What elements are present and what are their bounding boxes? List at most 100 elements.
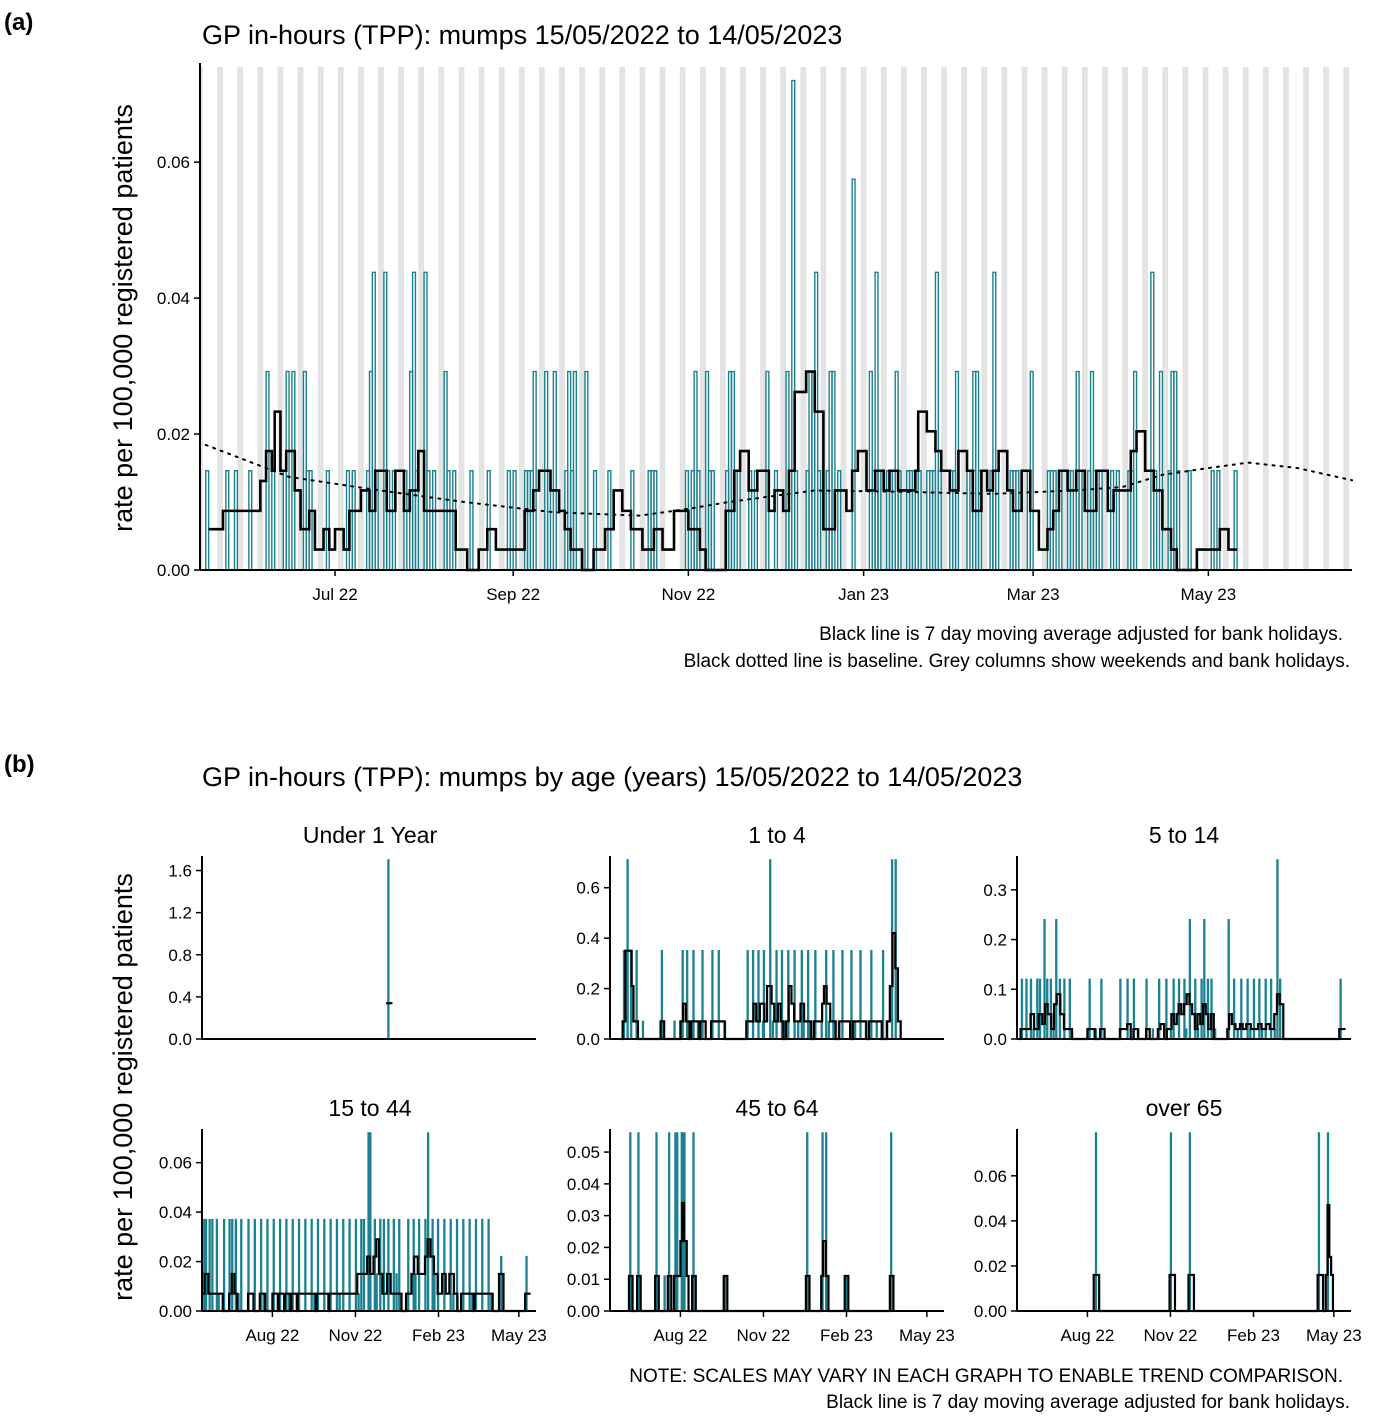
facet-daily-spike xyxy=(660,950,664,1039)
chart-a-daily-spike xyxy=(486,470,491,570)
facet-daily-spike xyxy=(1165,978,1168,1039)
facet-daily-spike xyxy=(1025,978,1028,1039)
chart-a-weekend-column xyxy=(1061,67,1065,570)
facet-daily-spike xyxy=(1236,1028,1239,1039)
chart-b-note-1: NOTE: SCALES MAY VARY IN EACH GRAPH TO E… xyxy=(629,1366,1343,1387)
facet-y-tick-label: 0.04 xyxy=(159,1203,192,1222)
facet-daily-spike xyxy=(1172,978,1175,1039)
facet-x-tick-label: May 23 xyxy=(899,1326,955,1345)
chart-a-daily-spike xyxy=(874,271,879,570)
facet-daily-spike xyxy=(806,1132,809,1311)
facet-daily-spike xyxy=(354,1218,358,1311)
chart-a-weekend-column xyxy=(1165,67,1169,570)
chart-a-daily-spike xyxy=(816,470,822,570)
chart-a-weekend-column xyxy=(1122,67,1126,570)
facet-daily-spike xyxy=(806,950,810,1039)
facet-strip-label: 15 to 44 xyxy=(328,1095,411,1121)
facet-y-tick-label: 0.02 xyxy=(567,1238,600,1257)
chart-a-daily-spike xyxy=(814,271,819,570)
facet-daily-spike xyxy=(1132,978,1136,1039)
facet-daily-spike xyxy=(1126,978,1129,1039)
chart-a-weekend-column xyxy=(763,67,766,570)
facet-daily-spike xyxy=(841,950,844,1039)
chart-a-daily-spike xyxy=(225,470,230,570)
facet-daily-spike xyxy=(797,1020,800,1039)
facet-daily-spike xyxy=(1232,978,1236,1039)
chart-a-weekend-column xyxy=(1145,67,1149,570)
chart-a-daily-spike xyxy=(791,79,796,570)
chart-a-daily-spike xyxy=(271,470,276,570)
facet-daily-spike xyxy=(850,950,853,1039)
facet-daily-spike xyxy=(1100,978,1103,1039)
chart-a-weekend-column xyxy=(438,67,442,570)
facet-daily-spike xyxy=(443,1218,446,1311)
chart-b-note-2: Black line is 7 day moving average adjus… xyxy=(826,1392,1350,1413)
chart-a-weekend-column xyxy=(921,67,924,570)
facet-daily-spike xyxy=(1088,978,1091,1039)
chart-a-weekend-column xyxy=(740,67,743,570)
facet-daily-spike xyxy=(629,1132,632,1311)
facet-y-tick-label: 0.05 xyxy=(567,1143,600,1162)
facet-x-tick-label: Aug 22 xyxy=(245,1326,299,1345)
chart-a-daily-spike xyxy=(1012,470,1017,570)
facet-daily-spike xyxy=(1020,978,1024,1039)
facet-daily-spike xyxy=(474,1218,478,1311)
facet-y-tick-label: 0.04 xyxy=(567,1175,600,1194)
facet-daily-spike xyxy=(1068,978,1071,1039)
chart-a-weekend-column xyxy=(1245,67,1249,570)
chart-a-weekend-column xyxy=(1004,67,1008,570)
chart-a-weekend-column xyxy=(1303,67,1307,570)
chart-a-daily-spike xyxy=(248,470,253,570)
chart-a-weekend-column xyxy=(398,67,402,570)
facet-y-tick-label: 0.00 xyxy=(159,1302,192,1321)
facet-daily-spike xyxy=(1188,1132,1192,1311)
facet-daily-spike xyxy=(626,859,629,1039)
facet-daily-spike xyxy=(1240,978,1243,1039)
facet-y-tick-label: 0.06 xyxy=(974,1167,1007,1186)
facet-15-to-44: 15 to 44 0.00 0.02 0.04 0.06 Aug 22 Nov 22 Feb … xyxy=(159,1095,547,1345)
facet-daily-spike xyxy=(1032,1028,1035,1039)
facet-daily-spike xyxy=(222,1218,226,1311)
facet-daily-spike xyxy=(1049,978,1052,1039)
chart-a-weekend-column xyxy=(1024,67,1028,570)
facet-daily-spike xyxy=(1196,1028,1200,1039)
chart-a-weekend-column xyxy=(217,67,221,570)
chart-a-daily-spike xyxy=(1109,470,1115,570)
facet-daily-spike xyxy=(1036,978,1039,1039)
facet-y-tick-label: 0.06 xyxy=(159,1154,192,1173)
chart-a-weekend-column xyxy=(1225,67,1229,570)
facet-x-tick-label: May 23 xyxy=(1306,1326,1362,1345)
facet-daily-spike xyxy=(1038,978,1042,1039)
chart-a-daily-spike xyxy=(1187,470,1192,570)
chart-a-daily-spike xyxy=(383,271,388,570)
chart-a-weekend-column xyxy=(903,67,907,570)
chart-a-daily-spike xyxy=(1115,470,1120,570)
facet-daily-spike xyxy=(234,1218,238,1311)
chart-a-weekend-column xyxy=(478,67,482,570)
chart-a-daily-spike xyxy=(512,470,517,570)
chart-a-daily-spike xyxy=(1233,470,1238,570)
chart-a-weekend-column xyxy=(1306,67,1309,570)
chart-a-weekend-column xyxy=(380,67,384,570)
panel-b-label: (b) xyxy=(4,751,35,778)
chart-a-weekend-column xyxy=(582,67,585,570)
facet-daily-spike xyxy=(1151,1028,1155,1039)
chart-a-daily-spike xyxy=(205,470,210,570)
chart-a-weekend-column xyxy=(297,67,301,570)
chart-a-daily-spike xyxy=(851,178,856,570)
chart-a-weekend-column xyxy=(277,67,281,570)
facet-daily-spike xyxy=(1094,1132,1098,1311)
facet-daily-spike xyxy=(392,1218,395,1311)
chart-a-daily-spike xyxy=(1069,470,1075,570)
chart-a-daily-spike xyxy=(934,271,940,570)
facet-daily-spike xyxy=(452,1292,455,1311)
facet-daily-spike xyxy=(481,1218,484,1311)
chart-a-daily-spike xyxy=(1210,470,1215,570)
chart-a-weekend-column xyxy=(780,67,784,570)
chart-a-weekend-column xyxy=(360,67,364,570)
facet-daily-spike xyxy=(762,950,766,1039)
facet-daily-spike xyxy=(825,1132,828,1311)
chart-a-daily-spike xyxy=(592,470,598,570)
chart-a-daily-spike xyxy=(426,470,431,570)
facet-daily-spike xyxy=(426,1132,430,1311)
